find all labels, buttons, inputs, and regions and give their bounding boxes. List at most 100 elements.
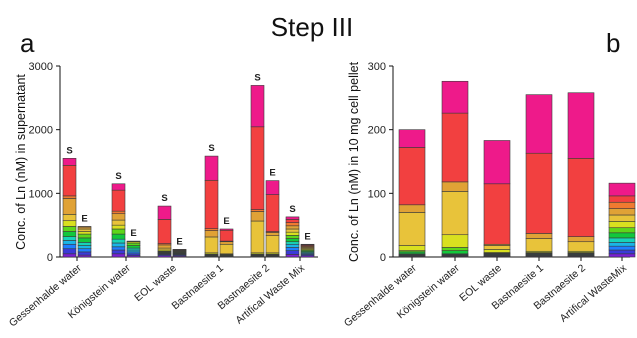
bar-annotation: E	[304, 231, 310, 242]
bar-segment	[483, 245, 511, 250]
bar-segment	[62, 226, 77, 232]
bar-segment	[111, 183, 126, 191]
y-tick-label: 3000	[29, 61, 53, 73]
bar-segment	[111, 253, 126, 258]
chart-panel-b: Conc. of Ln (nM) in 10 mg cell pellet 0 1…	[342, 61, 636, 330]
bar-segment	[398, 245, 426, 251]
bar-segment	[398, 204, 426, 213]
bar-segment	[285, 243, 300, 248]
bar-segment	[608, 227, 636, 234]
bar-segment	[111, 249, 126, 255]
bar-segment	[285, 228, 300, 233]
bar-segment	[204, 179, 219, 229]
bar-segment	[483, 249, 511, 253]
bar-annotation: S	[208, 143, 214, 154]
bar-segment	[608, 195, 636, 203]
bar-annotation: E	[81, 213, 87, 224]
bar-segment	[608, 249, 636, 255]
bar-annotation: S	[289, 204, 295, 215]
bar-segment	[441, 191, 469, 236]
bar-segment	[62, 253, 77, 258]
bar-segment	[483, 183, 511, 245]
bar-segment	[250, 126, 265, 210]
bar-segment	[77, 226, 92, 228]
bar-segment	[608, 242, 636, 247]
bar-segment	[567, 236, 595, 243]
bar-segment	[525, 238, 553, 252]
bar-annotation: E	[223, 216, 229, 227]
bar-segment	[157, 205, 172, 220]
bar-segment	[608, 214, 636, 222]
bar-segment	[204, 155, 219, 181]
bar-segment	[525, 233, 553, 239]
figure-title: Step III	[271, 12, 353, 42]
x-category-label: Gessenhalde water	[342, 262, 419, 330]
bar-segment	[62, 240, 77, 245]
y-tick-label: 1000	[29, 188, 53, 200]
bar-segment	[111, 228, 126, 235]
bar-segment	[441, 250, 469, 255]
bar-segment	[111, 219, 126, 226]
bar-segment	[204, 236, 219, 254]
bar-segment	[608, 208, 636, 216]
bar-segment	[77, 242, 92, 246]
bar-segment	[398, 212, 426, 246]
bar-segment	[111, 189, 126, 212]
bar-segment	[219, 243, 234, 255]
bar-segment	[126, 242, 141, 246]
bar-annotation: S	[161, 193, 167, 204]
bar-segment	[219, 229, 234, 242]
y-tick-label: 2000	[29, 125, 53, 137]
bar-annotation: S	[66, 145, 72, 156]
bar-segment	[567, 158, 595, 237]
bar-segment	[265, 194, 280, 232]
bar-segment	[77, 228, 92, 232]
bar-segment	[285, 222, 300, 227]
bar-segment	[525, 94, 553, 154]
bar-segment	[204, 230, 219, 238]
bar-segment	[265, 180, 280, 195]
y-tick-label: 0	[47, 252, 53, 264]
bar-segment	[111, 238, 126, 244]
bar-segment	[62, 231, 77, 237]
bar-segment	[441, 80, 469, 114]
y-tick-label: 100	[368, 188, 386, 200]
bar-segment	[62, 158, 77, 166]
bar-segment	[300, 243, 315, 246]
bar-segment	[483, 140, 511, 185]
bar-segment	[285, 250, 300, 255]
bar-segment	[219, 241, 234, 245]
bar-segment	[62, 220, 77, 227]
bar-segment	[608, 201, 636, 209]
bar-annotation: S	[115, 171, 121, 182]
bar-segment	[62, 243, 77, 250]
bar-segment	[77, 245, 92, 250]
bar-segment	[285, 241, 300, 245]
panel-b-letter: b	[606, 28, 620, 58]
bar-segment	[111, 246, 126, 251]
bar-segment	[250, 85, 265, 128]
bar-segment	[567, 241, 595, 252]
bar-segment	[285, 238, 300, 243]
bar-segment	[608, 221, 636, 229]
bar-segment	[111, 224, 126, 230]
bar-annotation: S	[254, 72, 260, 83]
bar-segment	[285, 254, 300, 258]
bar-segment	[265, 232, 280, 236]
bar-segment	[285, 219, 300, 223]
panel-b-y-axis-label: Conc. of Ln (nM) in 10 mg cell pellet	[347, 61, 361, 262]
bar-segment	[157, 219, 172, 244]
bar-segment	[285, 231, 300, 236]
bar-segment	[62, 214, 77, 222]
y-tick-label: 0	[380, 252, 386, 264]
bar-segment	[265, 235, 280, 254]
bar-segment	[77, 231, 92, 235]
bar-segment	[62, 195, 77, 199]
bar-segment	[250, 220, 265, 254]
bar-segment	[111, 242, 126, 248]
bar-segment	[608, 232, 636, 239]
bar-segment	[285, 235, 300, 239]
bar-segment	[77, 248, 92, 253]
bar-segment	[285, 247, 300, 251]
